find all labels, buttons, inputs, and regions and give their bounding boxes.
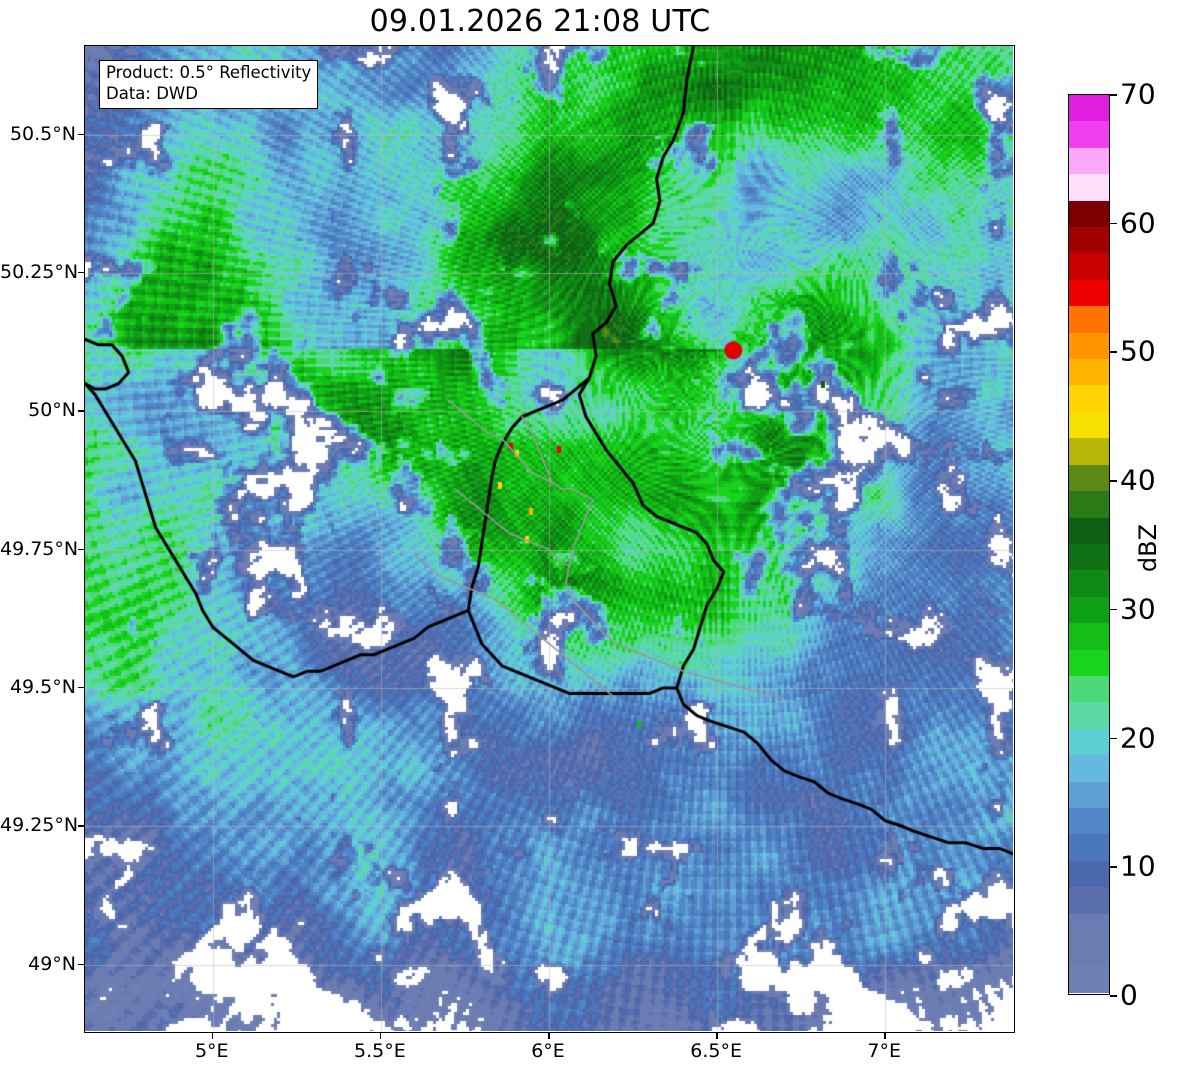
colorbar-tick-label: 70 [1120,77,1156,111]
x-tick-mark [548,1033,550,1039]
x-tick-mark [379,1033,382,1039]
colorbar-tick-label: 0 [1120,978,1138,1012]
colorbar-band [1069,253,1109,280]
x-tick-label: 5.5°E [354,1040,406,1062]
colorbar-band [1069,200,1109,228]
x-tick-label: 6°E [531,1040,565,1062]
y-tick-mark [78,963,84,966]
colorbar-tick-label: 20 [1120,721,1156,755]
y-tick-label: 49°N [28,952,76,975]
colorbar-band [1069,966,1109,993]
info-product-line: Product: 0.5° Reflectivity [106,63,312,82]
colorbar-tick-mark [1110,737,1117,740]
radar-plot-area[interactable]: Product: 0.5° Reflectivity Data: DWD [84,45,1015,1033]
colorbar-band [1069,649,1109,676]
colorbar-tick-mark [1110,222,1117,225]
y-tick-label: 50°N [28,399,76,422]
colorbar-band [1069,728,1109,756]
y-tick-label: 49.5°N [9,675,76,698]
y-tick-mark [78,410,84,412]
colorbar-tick-label: 30 [1120,592,1156,626]
colorbar-band [1069,675,1109,703]
colorbar-band [1069,887,1109,914]
colorbar-band [1069,860,1109,888]
colorbar-band [1069,570,1109,597]
colorbar-band [1069,940,1109,967]
colorbar-band [1069,543,1109,571]
colorbar-band [1069,623,1109,650]
colorbar-band [1069,411,1109,439]
colorbar-band [1069,807,1109,835]
colorbar-axis-label: dBZ [1134,523,1162,573]
info-box: Product: 0.5° Reflectivity Data: DWD [99,60,319,109]
y-tick-label: 49.25°N [0,814,79,837]
x-tick-mark [884,1033,886,1039]
y-tick-mark [78,825,84,827]
colorbar-band [1069,95,1109,122]
colorbar-tick-label: 50 [1120,334,1156,368]
colorbar-band [1069,834,1109,861]
page-title: 09.01.2026 21:08 UTC [369,4,711,39]
colorbar-tick-mark [1110,351,1117,354]
colorbar-band [1069,596,1109,624]
colorbar-band [1069,332,1109,360]
colorbar-band [1069,227,1109,254]
y-tick-mark [78,133,84,136]
colorbar-tick-mark [1110,866,1117,868]
colorbar-tick-label: 10 [1120,849,1156,883]
colorbar-band [1069,147,1109,175]
x-tick-label: 6.5°E [690,1040,742,1062]
x-tick-label: 7°E [867,1040,902,1062]
colorbar-band [1069,306,1109,333]
colorbar-tick-label: 60 [1120,206,1156,240]
colorbar-tick-label: 40 [1120,463,1156,497]
colorbar-band [1069,121,1109,148]
colorbar-band [1069,913,1109,940]
colorbar-band [1069,755,1109,782]
colorbar-band [1069,279,1109,307]
y-tick-label: 50.5°N [9,122,76,145]
y-tick-label: 49.75°N [0,537,79,560]
y-tick-mark [78,548,84,551]
info-data-line: Data: DWD [106,83,198,103]
colorbar-tick-mark [1110,608,1117,611]
y-tick-mark [78,686,84,689]
x-tick-mark [716,1033,718,1039]
colorbar-band [1069,517,1109,544]
y-tick-label: 50.25°N [0,260,79,283]
colorbar-band [1069,781,1109,808]
colorbar-band [1069,385,1109,412]
radar-reflectivity-canvas [85,46,1013,1031]
colorbar[interactable] [1068,94,1110,995]
colorbar-band [1069,438,1109,465]
colorbar-band [1069,491,1109,518]
colorbar-band [1069,359,1109,386]
x-tick-label: 5°E [194,1040,229,1062]
colorbar-band [1069,174,1109,201]
colorbar-band [1069,702,1109,729]
y-tick-mark [78,271,84,274]
x-tick-mark [211,1033,214,1039]
colorbar-tick-mark [1110,995,1117,997]
colorbar-tick-mark [1110,94,1117,96]
colorbar-band [1069,464,1109,492]
colorbar-tick-mark [1110,480,1117,482]
